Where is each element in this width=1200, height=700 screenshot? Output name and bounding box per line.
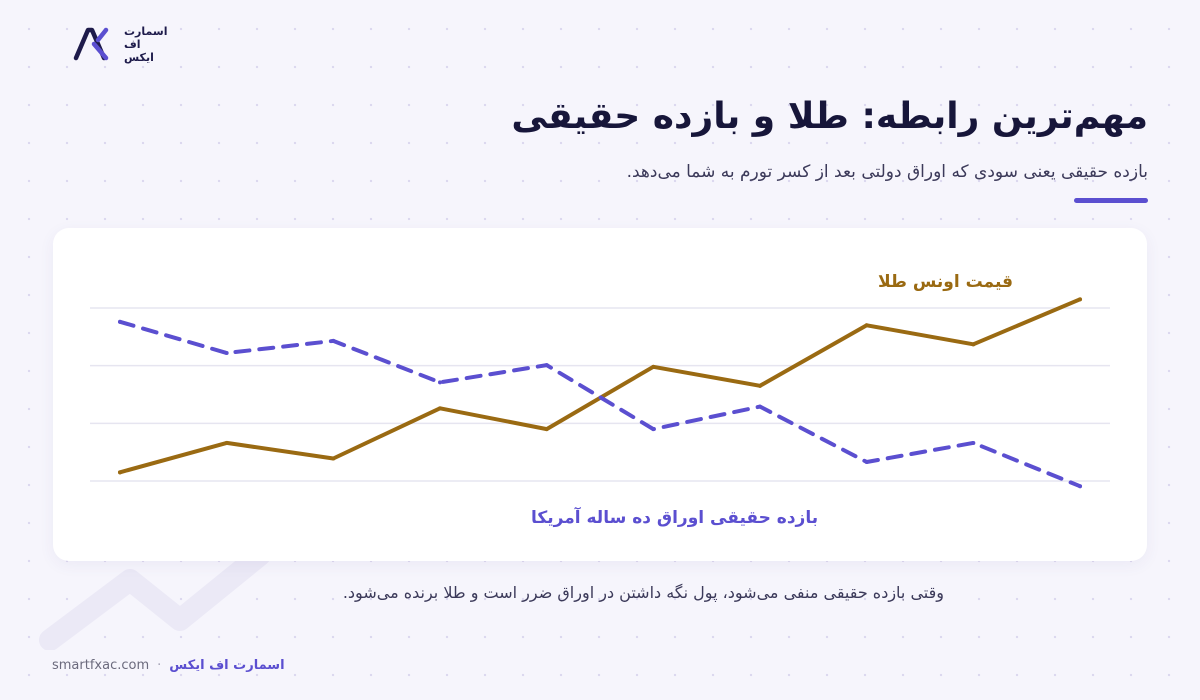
series-1-point <box>758 404 762 409</box>
series-1-point <box>331 338 336 343</box>
series-0-point <box>544 427 549 432</box>
series-0-point <box>438 406 442 411</box>
background-arrow-decoration <box>39 544 271 650</box>
footer-separator: · <box>157 658 162 673</box>
series-0-point <box>971 342 976 347</box>
series-1-point <box>1078 484 1082 489</box>
series-0-point <box>1078 297 1082 302</box>
accent-underline <box>1074 198 1148 203</box>
page-title: مهم‌ترین رابطه: طلا و بازده حقیقی <box>511 96 1148 137</box>
logo-line: اسمارت <box>124 24 168 38</box>
series-1-point <box>118 319 122 324</box>
chart-card: قیمت اونس طلا بازده حقیقی اوراق ده ساله … <box>53 228 1147 561</box>
logo-line: اف <box>124 37 141 51</box>
series-0-point <box>118 470 122 475</box>
series-0-point <box>651 364 656 369</box>
logo-wordmark: اسمارت اف ایکس <box>124 25 167 64</box>
series-1-point <box>864 459 869 464</box>
gold-series-label: قیمت اونس طلا <box>878 272 1013 292</box>
footer-brand-name: اسمارت اف ایکس <box>169 658 285 673</box>
series-1-point <box>438 380 442 385</box>
logo-line: ایکس <box>124 50 154 64</box>
series-0-point <box>864 323 869 328</box>
website-link[interactable]: smartfxac.com <box>52 658 150 673</box>
series-0-point <box>224 440 229 445</box>
series-0-point <box>331 456 336 461</box>
series-0-point <box>758 383 762 388</box>
footer: smartfxac.com · اسمارت اف ایکس <box>52 658 285 673</box>
smartfx-logo-icon <box>73 27 109 61</box>
line-chart: قیمت اونس طلا بازده حقیقی اوراق ده ساله … <box>90 272 1110 528</box>
real-yield-series-label: بازده حقیقی اوراق ده ساله آمریکا <box>531 506 818 528</box>
chart-points <box>118 297 1082 489</box>
gold-price-line <box>118 297 1082 475</box>
logo[interactable]: اسمارت اف ایکس <box>72 22 167 66</box>
series-1-point <box>971 440 976 445</box>
page-subtitle: بازده حقیقی یعنی سودی که اوراق دولتی بعد… <box>626 162 1148 182</box>
series-1-point <box>224 350 229 355</box>
real-yield-line <box>118 319 1082 489</box>
footnote: وقتی بازده حقیقی منفی می‌شود، پول نگه دا… <box>342 583 944 602</box>
chart-grid <box>90 307 1110 482</box>
series-1-point <box>651 427 656 432</box>
series-1-point <box>544 363 549 368</box>
